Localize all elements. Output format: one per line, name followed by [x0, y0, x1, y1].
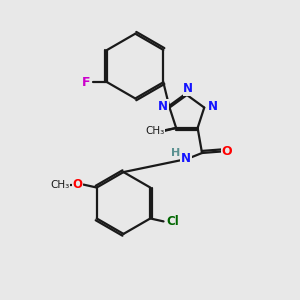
Text: N: N [208, 100, 218, 112]
Text: CH₃: CH₃ [145, 126, 164, 136]
Text: O: O [222, 145, 232, 158]
Text: Cl: Cl [167, 215, 179, 228]
Text: N: N [181, 152, 191, 165]
Text: N: N [183, 82, 194, 95]
Text: CH₃: CH₃ [50, 180, 70, 190]
Text: O: O [73, 178, 82, 191]
Text: H: H [172, 148, 181, 158]
Text: N: N [158, 100, 168, 112]
Text: F: F [82, 76, 90, 89]
